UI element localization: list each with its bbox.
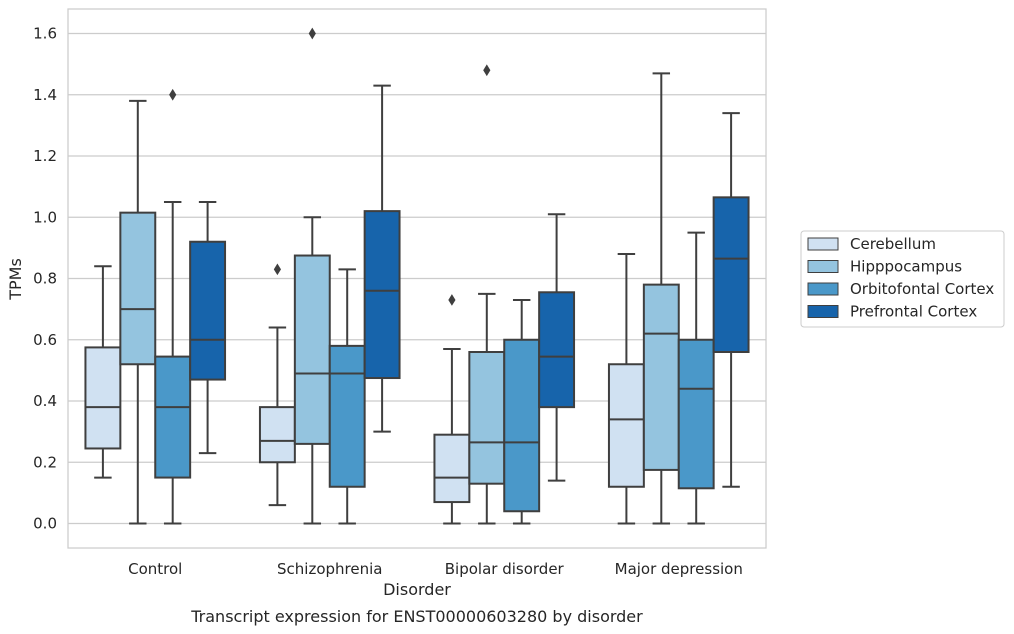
y-axis-label: TPMs <box>6 258 25 301</box>
box-orbitofontal-cortex <box>328 268 366 525</box>
legend-swatch <box>807 237 839 251</box>
x-tick-label: Major depression <box>615 560 743 578</box>
box-hipppocampus <box>468 64 506 525</box>
box-cerebellum <box>607 253 645 525</box>
box-cerebellum <box>433 294 471 525</box>
legend-item: Prefrontal Cortex <box>807 303 977 321</box>
legend-swatch <box>807 260 839 273</box>
box-iqr <box>712 196 750 353</box>
y-tick-label: 0.8 <box>33 270 57 288</box>
box-iqr <box>503 338 541 513</box>
box-cerebellum <box>84 265 122 479</box>
box-iqr <box>642 283 680 471</box>
box-prefrontal-cortex <box>712 112 750 488</box>
box-series <box>84 27 750 525</box>
box-orbitofontal-cortex <box>503 298 541 525</box>
outlier-point <box>169 88 177 101</box>
y-tick-label: 1.0 <box>33 208 57 226</box>
legend-item: Cerebellum <box>807 235 936 253</box>
y-tick-label: 1.4 <box>33 86 57 104</box>
outlier-point <box>273 263 281 276</box>
x-axis-label: Disorder <box>383 580 451 599</box>
box-iqr <box>363 210 401 380</box>
y-tick-label: 1.6 <box>33 25 57 43</box>
outlier-point <box>308 27 316 40</box>
y-tick-label: 0.4 <box>33 392 57 410</box>
box-orbitofontal-cortex <box>677 231 715 525</box>
x-tick-label: Control <box>128 560 182 578</box>
y-tick-label: 0.2 <box>33 453 57 471</box>
plot-frame <box>67 8 767 549</box>
x-tick-label: Schizophrenia <box>277 560 382 578</box>
chart-caption: Transcript expression for ENST0000060328… <box>190 607 643 626</box>
legend-label: Orbitofontal Cortex <box>850 280 994 298</box>
box-hipppocampus <box>119 99 157 525</box>
y-tick-label: 1.2 <box>33 147 57 165</box>
y-tick-label: 0.6 <box>33 331 57 349</box>
box-iqr <box>433 433 471 504</box>
box-iqr <box>293 254 331 445</box>
legend-label: Cerebellum <box>850 235 936 253</box>
box-hipppocampus <box>293 27 331 525</box>
y-tick-label: 0.0 <box>33 515 57 533</box>
box-prefrontal-cortex <box>189 200 227 455</box>
x-tick-label: Bipolar disorder <box>445 560 565 578</box>
box-iqr <box>189 240 227 381</box>
box-iqr <box>119 211 157 366</box>
legend-item: Hipppocampus <box>807 258 962 276</box>
box-iqr <box>154 355 192 479</box>
box-orbitofontal-cortex <box>154 88 192 525</box>
y-axis-ticks: 0.0 0.2 0.4 0.6 0.8 1.0 1.2 1.4 1.6 <box>33 25 57 533</box>
outlier-point <box>483 64 491 77</box>
legend-label: Prefrontal Cortex <box>850 303 977 321</box>
box-cerebellum <box>258 263 296 507</box>
legend-label: Hipppocampus <box>850 258 962 276</box>
legend-frame <box>800 230 1005 328</box>
box-iqr <box>328 344 366 488</box>
outlier-point <box>448 294 456 306</box>
box-iqr <box>468 351 506 485</box>
legend-swatch <box>807 282 839 296</box>
box-iqr <box>538 291 576 409</box>
box-iqr <box>677 338 715 490</box>
box-iqr <box>607 363 645 488</box>
box-iqr <box>84 346 122 450</box>
legend-swatch <box>807 305 839 318</box>
box-hipppocampus <box>642 72 680 525</box>
box-prefrontal-cortex <box>363 84 401 433</box>
box-iqr <box>258 406 296 464</box>
box-prefrontal-cortex <box>538 213 576 482</box>
x-axis-ticks: Control Schizophrenia Bipolar disorder Majo… <box>128 560 743 578</box>
legend-item: Orbitofontal Cortex <box>807 280 994 298</box>
legend: Cerebellum Hipppocampus Orbitofontal Corte… <box>800 230 1005 328</box>
